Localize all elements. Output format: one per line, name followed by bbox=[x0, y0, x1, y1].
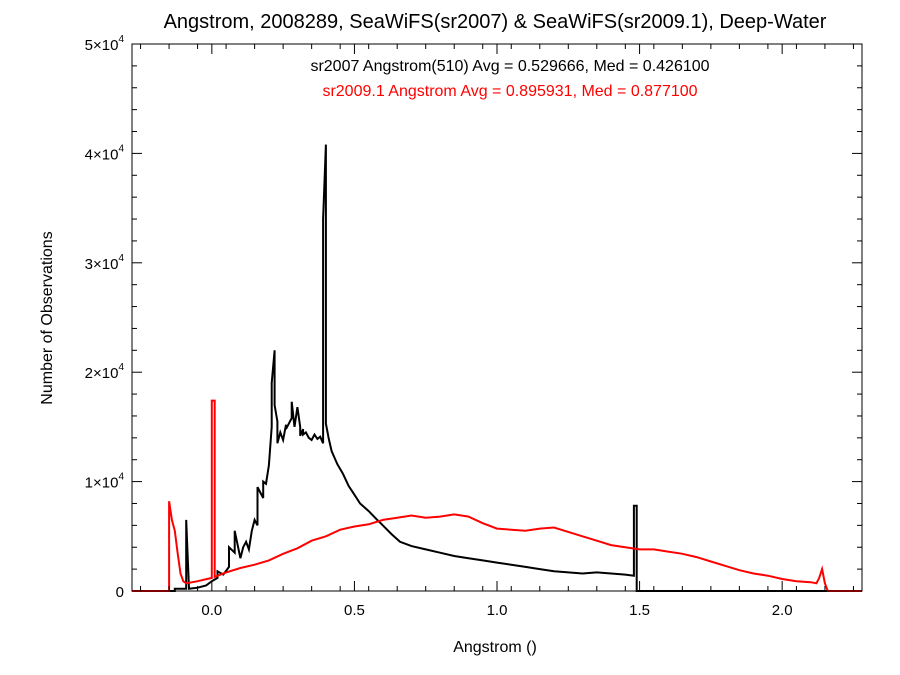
y-tick-label: 2×104 bbox=[85, 362, 125, 382]
annotation-2: sr2009.1 Angstrom Avg = 0.895931, Med = … bbox=[322, 83, 697, 100]
y-tick-label: 5×104 bbox=[85, 34, 125, 54]
annotation-1: sr2007 Angstrom(510) Avg = 0.529666, Med… bbox=[310, 58, 709, 75]
y-axis-label: Number of Observations bbox=[39, 231, 56, 404]
series-layer bbox=[132, 144, 862, 592]
series-line-1 bbox=[132, 144, 862, 592]
plot-frame bbox=[131, 43, 863, 592]
x-tick-label: 1.0 bbox=[487, 602, 508, 619]
x-tick-label: 0.0 bbox=[201, 602, 222, 619]
y-axis: 0 1×104 2×104 3×104 4×104 5×104 bbox=[85, 34, 862, 601]
x-axis: 0.0 0.5 1.0 1.5 2.0 bbox=[140, 44, 854, 619]
y-tick-label: 4×104 bbox=[85, 143, 125, 163]
x-tick-label: 2.0 bbox=[772, 602, 793, 619]
chart-title: Angstrom, 2008289, SeaWiFS(sr2007) & Sea… bbox=[164, 11, 827, 33]
x-tick-label: 0.5 bbox=[344, 602, 365, 619]
series-line-2 bbox=[132, 399, 862, 592]
y-tick-label: 0 bbox=[116, 584, 124, 601]
annotations: sr2007 Angstrom(510) Avg = 0.529666, Med… bbox=[310, 58, 709, 100]
x-tick-label: 1.5 bbox=[629, 602, 650, 619]
x-axis-label: Angstrom () bbox=[453, 639, 537, 656]
y-tick-label: 3×104 bbox=[85, 253, 125, 273]
y-tick-label: 1×104 bbox=[85, 472, 125, 492]
